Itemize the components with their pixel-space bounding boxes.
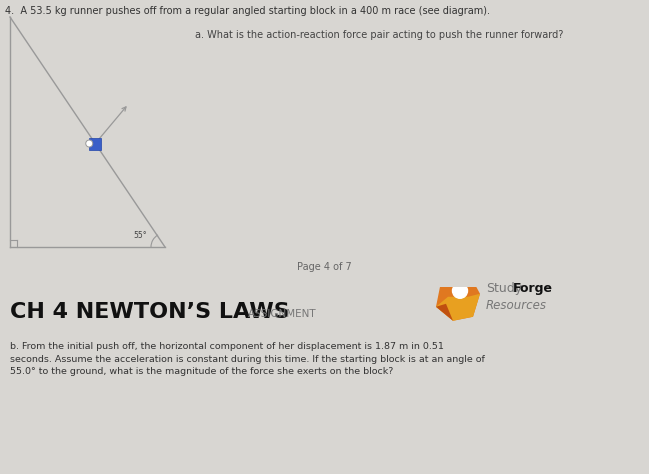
Circle shape <box>86 140 93 147</box>
Text: Resources: Resources <box>486 299 547 312</box>
Text: b. From the initial push off, the horizontal component of her displacement is 1.: b. From the initial push off, the horizo… <box>10 342 485 376</box>
Text: 55°: 55° <box>133 231 147 240</box>
Polygon shape <box>436 304 453 321</box>
Polygon shape <box>90 137 101 149</box>
Circle shape <box>452 283 467 298</box>
Text: CH 4 NEWTON’S LAWS: CH 4 NEWTON’S LAWS <box>10 302 289 322</box>
Polygon shape <box>436 277 480 321</box>
Text: ASSIGNMENT: ASSIGNMENT <box>248 309 317 319</box>
Polygon shape <box>436 294 480 321</box>
Text: Forge: Forge <box>513 283 553 295</box>
Text: 4.  A 53.5 kg runner pushes off from a regular angled starting block in a 400 m : 4. A 53.5 kg runner pushes off from a re… <box>5 6 490 16</box>
Text: Page 4 of 7: Page 4 of 7 <box>297 262 351 272</box>
Text: Study: Study <box>486 283 522 295</box>
Text: a. What is the action-reaction force pair acting to push the runner forward?: a. What is the action-reaction force pai… <box>195 30 563 40</box>
